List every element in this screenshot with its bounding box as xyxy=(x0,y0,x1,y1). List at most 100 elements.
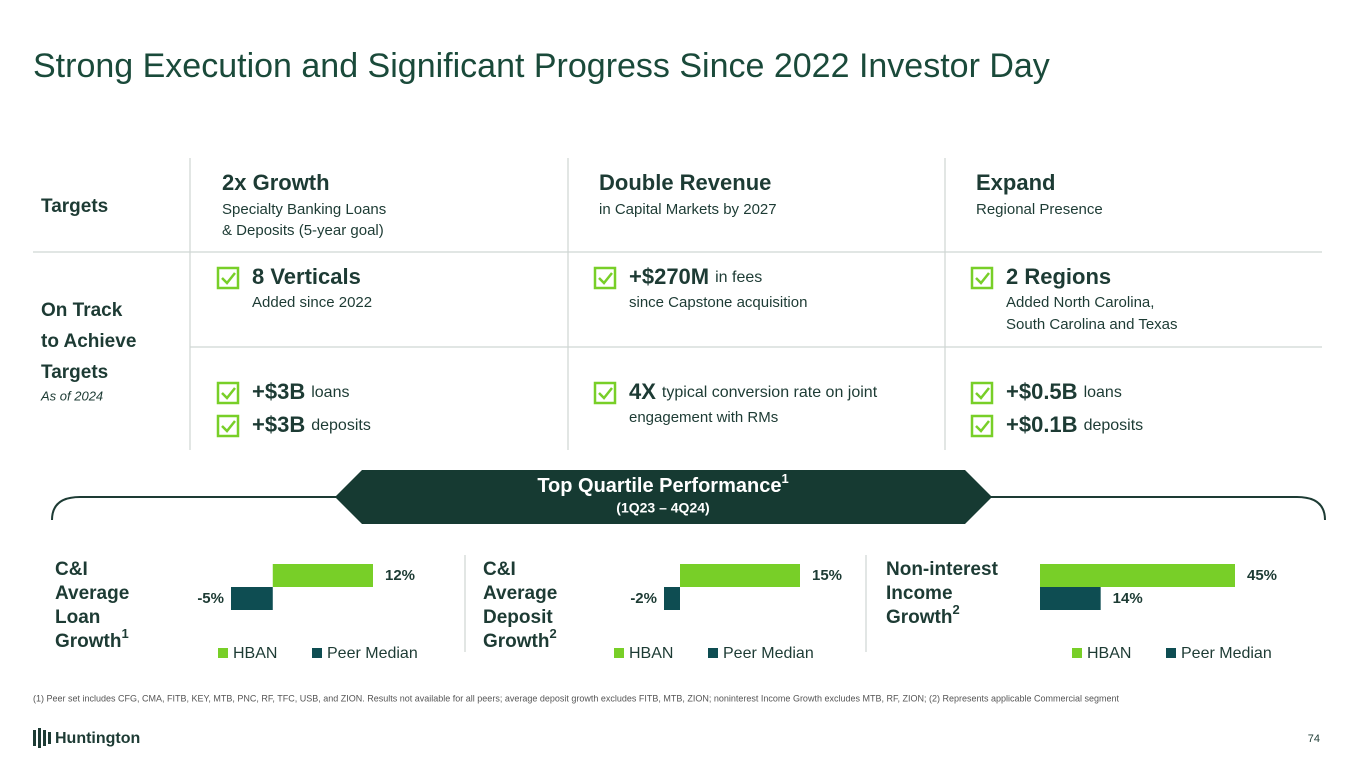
banner-arc xyxy=(51,496,355,521)
check-icon xyxy=(216,381,240,405)
legend-swatch xyxy=(312,648,322,658)
bar xyxy=(664,587,680,610)
banner-subtitle: (1Q23 – 4Q24) xyxy=(616,500,709,516)
achievement-text: loans xyxy=(311,384,349,401)
check-tick xyxy=(221,420,236,433)
achievement-detail: South Carolina and Texas xyxy=(1006,316,1178,333)
banner xyxy=(335,470,992,524)
target-text: Specialty Banking Loans xyxy=(222,201,386,218)
chart-title-line: C&I xyxy=(483,559,516,580)
check-box xyxy=(593,266,617,290)
check-tick xyxy=(598,272,613,285)
achievement-detail: Added North Carolina, xyxy=(1006,294,1154,311)
bar-value-label: -2% xyxy=(630,590,657,607)
achievement-value: +$3B xyxy=(252,379,305,404)
row-label: On Track xyxy=(41,300,123,321)
check-tick xyxy=(975,420,990,433)
achievement: +$270M in fees xyxy=(629,264,762,289)
achievement-value: 4X xyxy=(629,379,656,404)
chart-title: Average xyxy=(55,583,129,604)
check-box xyxy=(216,266,240,290)
logo: Huntington xyxy=(55,730,140,747)
achievement: +$3B deposits xyxy=(252,412,371,437)
check-tick xyxy=(598,387,613,400)
check-box xyxy=(970,414,994,438)
bar xyxy=(1040,587,1101,610)
bar xyxy=(272,564,373,587)
achievement-value: +$270M xyxy=(629,264,709,289)
row-label: Targets xyxy=(41,362,108,383)
chart-title: Growth2 xyxy=(483,626,557,652)
chart-title-line: Growth xyxy=(483,631,550,652)
chart-title-line: C&I xyxy=(55,559,88,580)
achievement-text: deposits xyxy=(311,417,371,434)
achievement: +$0.1B deposits xyxy=(1006,412,1143,437)
legend-label: Peer Median xyxy=(723,645,814,662)
chart-title-line: Deposit xyxy=(483,607,553,628)
target-text: Regional Presence xyxy=(976,201,1103,218)
achievement: 8 Verticals xyxy=(252,264,361,289)
chart-title: Loan xyxy=(55,607,100,628)
chart-dividers xyxy=(464,555,867,652)
achievement-text: in fees xyxy=(715,269,762,286)
chart-title-note: 2 xyxy=(550,626,557,641)
banner-note: 1 xyxy=(781,471,788,486)
achievement: 2 Regions xyxy=(1006,264,1111,289)
legend-label: HBAN xyxy=(1087,645,1131,662)
legend-label: Peer Median xyxy=(327,645,418,662)
chart-title: Income xyxy=(886,583,953,604)
check-icon xyxy=(216,414,240,438)
target-heading: Expand xyxy=(976,170,1055,195)
check-icon xyxy=(216,266,240,290)
chart-title-line: Income xyxy=(886,583,953,604)
chart-title: Non-interest xyxy=(886,559,999,580)
row-label: to Achieve xyxy=(41,331,136,352)
bar-value-label: 15% xyxy=(812,567,842,584)
legend-swatch xyxy=(1166,648,1176,658)
achievement-value: +$0.5B xyxy=(1006,379,1078,404)
chart-title: C&I xyxy=(55,559,88,580)
target-heading: Double Revenue xyxy=(599,170,771,195)
achievement-text: loans xyxy=(1084,384,1122,401)
chart-title: C&I xyxy=(483,559,516,580)
check-icon xyxy=(593,381,617,405)
check-box xyxy=(593,381,617,405)
banner-title-text: Top Quartile Performance xyxy=(537,475,781,497)
bar xyxy=(1040,564,1235,587)
chart-title-note: 1 xyxy=(122,626,129,641)
bar-value-label: 45% xyxy=(1247,567,1277,584)
table-lines xyxy=(33,158,1322,450)
check-icon xyxy=(593,266,617,290)
bar-value-label: -5% xyxy=(197,590,224,607)
chart-title-line: Growth xyxy=(55,631,122,652)
bar-value-label: 12% xyxy=(385,567,415,584)
check-tick xyxy=(975,272,990,285)
chart-title: Deposit xyxy=(483,607,553,628)
check-box xyxy=(216,414,240,438)
legend-label: HBAN xyxy=(629,645,673,662)
chart-title: Average xyxy=(483,583,557,604)
achievement-text: deposits xyxy=(1084,417,1144,434)
achievement: 4X typical conversion rate on joint xyxy=(629,379,878,404)
legend-label: Peer Median xyxy=(1181,645,1272,662)
chart-title-line: Growth xyxy=(886,607,953,628)
achievement-detail: since Capstone acquisition xyxy=(629,294,807,311)
check-tick xyxy=(975,387,990,400)
chart-title-note: 2 xyxy=(953,602,960,617)
banner-title: Top Quartile Performance1 xyxy=(537,471,788,497)
slide-title: Strong Execution and Significant Progres… xyxy=(33,47,1050,85)
check-tick xyxy=(221,272,236,285)
footnote: (1) Peer set includes CFG, CMA, FITB, KE… xyxy=(33,693,1120,703)
legend-swatch xyxy=(708,648,718,658)
target-text: & Deposits (5-year goal) xyxy=(222,222,384,239)
bar xyxy=(680,564,800,587)
achievement-value: 2 Regions xyxy=(1006,264,1111,289)
target-heading: 2x Growth xyxy=(222,170,330,195)
achievement-value: +$0.1B xyxy=(1006,412,1078,437)
check-box xyxy=(216,381,240,405)
check-icon xyxy=(970,381,994,405)
check-tick xyxy=(221,387,236,400)
logo-mark xyxy=(33,728,51,748)
legend-swatch xyxy=(614,648,624,658)
